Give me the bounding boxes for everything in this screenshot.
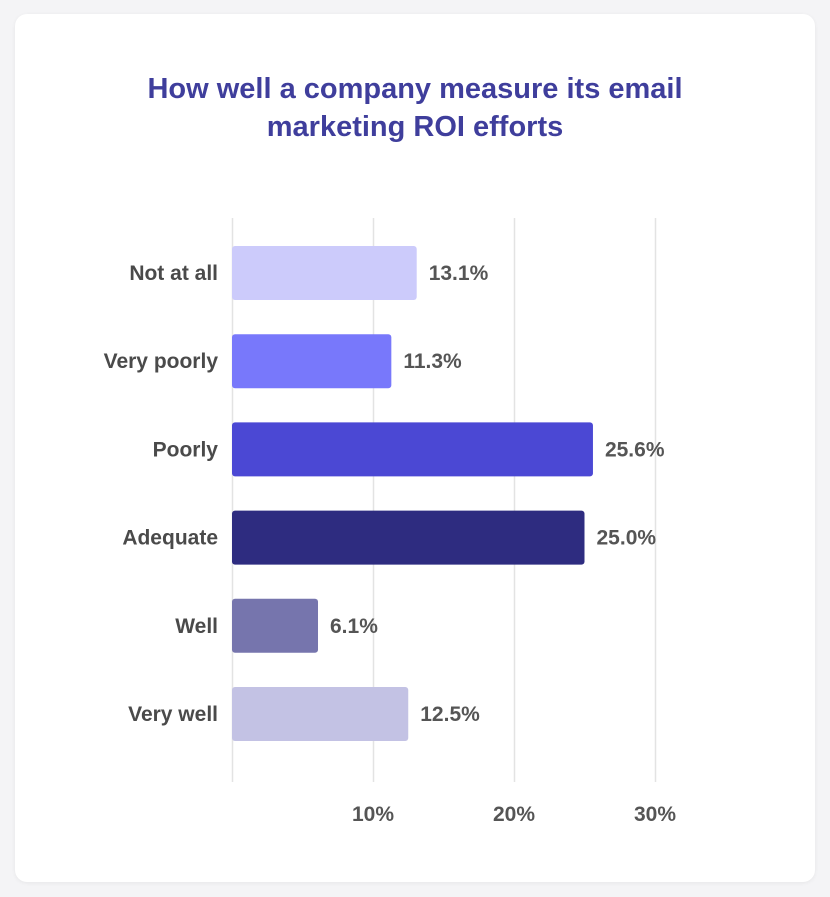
x-tick-label: 20% xyxy=(493,803,535,826)
chart-title: How well a company measure its email mar… xyxy=(0,70,830,146)
value-label: 13.1% xyxy=(429,262,489,285)
category-label: Not at all xyxy=(129,262,218,285)
labels: 10% 20% 30% Not at all 13.1% Very poorly 11.3%… xyxy=(104,262,677,826)
value-label: 6.1% xyxy=(330,615,378,638)
bar-well xyxy=(232,598,319,653)
category-label: Well xyxy=(175,615,218,638)
value-label: 11.3% xyxy=(403,350,462,373)
bar-very-well xyxy=(232,687,409,741)
x-tick-label: 10% xyxy=(352,803,394,826)
value-label: 25.6% xyxy=(605,438,665,461)
chart-title-line-1: How well a company measure its email xyxy=(147,73,683,105)
value-label: 25.0% xyxy=(597,527,657,550)
category-label: Adequate xyxy=(122,527,218,550)
chart-title-line-2: marketing ROI efforts xyxy=(266,111,564,143)
bar-not-at-all xyxy=(232,246,417,300)
category-label: Poorly xyxy=(153,438,219,461)
gridlines xyxy=(231,218,657,782)
category-label: Very well xyxy=(128,703,218,726)
x-tick-label: 30% xyxy=(634,803,676,826)
bar-very-poorly xyxy=(232,334,392,389)
bar-poorly xyxy=(232,422,593,477)
bar-adequate xyxy=(232,510,585,565)
category-label: Very poorly xyxy=(104,350,219,373)
value-label: 12.5% xyxy=(420,703,480,726)
bars xyxy=(232,246,593,741)
